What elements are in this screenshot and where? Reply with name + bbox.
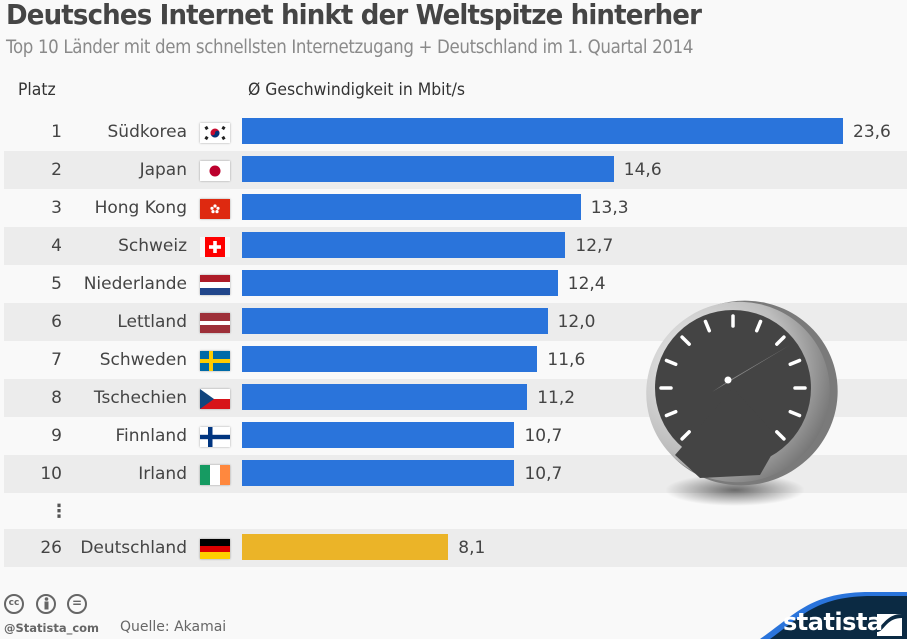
country-label: Südkorea xyxy=(107,122,188,142)
rank-label: 10 xyxy=(40,464,62,484)
latvia-flag-icon xyxy=(200,313,230,333)
bar xyxy=(242,156,614,182)
statista-handle: @Statista_com xyxy=(4,621,100,635)
value-label: 10,7 xyxy=(524,464,563,484)
country-label: Schweden xyxy=(99,350,187,370)
rank-column-header: Platz xyxy=(18,80,56,100)
value-label: 11,6 xyxy=(547,350,586,370)
bar xyxy=(242,384,528,410)
switzerland-flag-icon xyxy=(200,237,230,257)
country-label: Lettland xyxy=(117,312,187,332)
rank-label: 8 xyxy=(51,388,62,408)
bar-row: 9 Finnland 10,7 xyxy=(4,417,907,455)
bar xyxy=(242,534,449,560)
hong-kong-flag-icon xyxy=(200,199,230,219)
gauge-tick xyxy=(754,319,763,333)
gauge-tick xyxy=(788,358,802,367)
bar xyxy=(242,346,538,372)
bar xyxy=(242,460,515,486)
rank-label: 1 xyxy=(51,122,62,142)
gauge-tick xyxy=(775,335,786,346)
value-label: 14,6 xyxy=(623,160,662,180)
rank-label: 7 xyxy=(51,350,62,370)
country-label: Finnland xyxy=(115,426,187,446)
value-label: 12,4 xyxy=(567,274,606,294)
bar xyxy=(242,270,558,296)
bar-row: 2 Japan 14,6 xyxy=(4,151,907,189)
speed-column-header: Ø Geschwindigkeit in Mbit/s xyxy=(248,80,466,100)
gauge-tick xyxy=(680,430,691,441)
bar-row: 4 Schweiz 12,7 xyxy=(4,227,907,265)
country-label: Hong Kong xyxy=(94,198,187,218)
country-label: Niederlande xyxy=(83,274,187,294)
germany-flag-icon xyxy=(200,539,230,559)
netherlands-flag-icon xyxy=(200,275,230,295)
rank-label: 26 xyxy=(40,538,62,558)
country-label: Tschechien xyxy=(93,388,187,408)
value-label: 10,7 xyxy=(524,426,563,446)
rank-label: 2 xyxy=(51,160,62,180)
value-label: 13,3 xyxy=(590,198,629,218)
value-label: 12,7 xyxy=(575,236,614,256)
gauge-tick xyxy=(788,409,802,418)
bar xyxy=(242,422,515,448)
value-label: 8,1 xyxy=(458,538,486,558)
by-icon xyxy=(36,594,56,614)
bar xyxy=(242,308,548,334)
rank-label: 6 xyxy=(51,312,62,332)
rank-label: 5 xyxy=(51,274,62,294)
chart-title: Deutsches Internet hinkt der Weltspitze … xyxy=(6,0,702,31)
bar-row: 1 Südkorea 23,6 xyxy=(4,113,907,151)
sweden-flag-icon xyxy=(200,351,230,371)
japan-flag-icon xyxy=(200,161,230,181)
statista-logo-icon xyxy=(877,614,902,636)
bar-row: 7 Schweden 11,6 xyxy=(4,341,907,379)
bar-row: 3 Hong Kong 13,3 xyxy=(4,189,907,227)
gap-marker: ⋮ xyxy=(50,501,68,522)
country-label: Deutschland xyxy=(80,538,187,558)
country-label: Schweiz xyxy=(118,236,187,256)
ireland-flag-icon xyxy=(200,465,230,485)
value-label: 12,0 xyxy=(557,312,596,332)
bar xyxy=(242,194,581,220)
rank-label: 9 xyxy=(51,426,62,446)
gauge-tick xyxy=(775,430,786,441)
bar xyxy=(242,232,566,258)
chart-subtitle: Top 10 Länder mit dem schnellsten Intern… xyxy=(6,37,694,58)
value-label: 11,2 xyxy=(537,388,576,408)
gauge-tick xyxy=(664,409,678,418)
czech-flag-icon xyxy=(200,389,230,409)
nd-icon: = xyxy=(67,594,87,614)
south-korea-flag-icon xyxy=(200,123,230,143)
country-label: Irland xyxy=(138,464,187,484)
country-label: Japan xyxy=(139,160,187,180)
speedometer-icon xyxy=(646,300,838,506)
finland-flag-icon xyxy=(200,427,230,447)
source-label: Quelle: Akamai xyxy=(120,619,227,635)
statista-logo-banner[interactable] xyxy=(700,570,907,639)
gauge-tick xyxy=(703,319,712,333)
person-icon xyxy=(44,597,48,610)
cc-icon: cc xyxy=(4,594,24,614)
gauge-tick xyxy=(664,358,678,367)
gauge-tick xyxy=(680,335,691,346)
statista-logo-text: statista xyxy=(783,608,883,636)
rank-label: 4 xyxy=(51,236,62,256)
value-label: 23,6 xyxy=(853,122,891,142)
highlight-row: 26 Deutschland 8,1 xyxy=(4,529,907,567)
bar xyxy=(242,118,843,144)
rank-label: 3 xyxy=(51,198,62,218)
bar-row: 5 Niederlande 12,4 xyxy=(4,265,907,303)
